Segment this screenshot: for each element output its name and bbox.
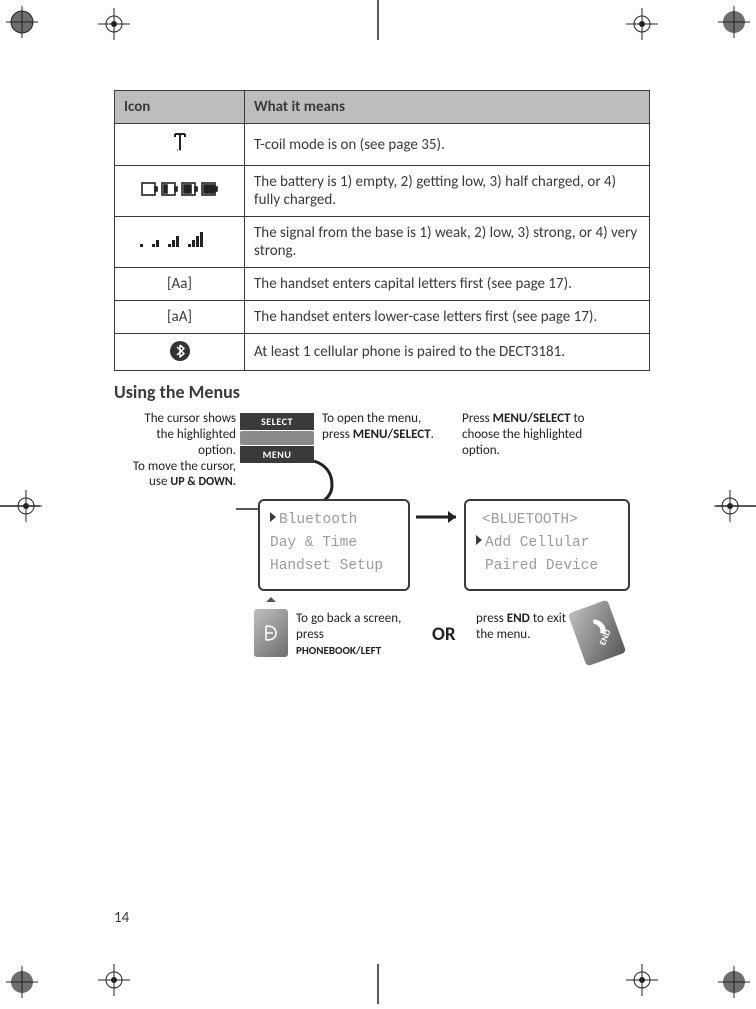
or-text: OR xyxy=(432,623,456,646)
caps-first-desc: The handset enters capital letters first… xyxy=(245,268,650,301)
exit-menu-caption: press END to exit the menu. xyxy=(476,611,568,643)
using-menus-heading: Using the Menus xyxy=(114,381,650,403)
menu-screen-1: Bluetooth Day & Time Handset Setup xyxy=(258,499,410,591)
table-header-row: Icon What it means xyxy=(115,91,650,124)
bluetooth-icon xyxy=(115,334,245,371)
menu-item: Add Cellular xyxy=(485,535,589,551)
battery-icon xyxy=(115,166,245,217)
table-row: T-coil mode is on (see page 35). xyxy=(115,124,650,166)
menu-item: Paired Device xyxy=(476,555,618,578)
table-row: [aA] The handset enters lower-case lette… xyxy=(115,301,650,334)
battery-desc: The battery is 1) empty, 2) getting low,… xyxy=(245,166,650,217)
tcoil-icon xyxy=(115,124,245,166)
table-row: At least 1 cellular phone is paired to t… xyxy=(115,334,650,371)
menu-item: Day & Time xyxy=(270,532,398,555)
caps-first-icon: [Aa] xyxy=(115,268,245,301)
menu-title: <BLUETOOTH> xyxy=(476,509,618,532)
bluetooth-desc: At least 1 cellular phone is paired to t… xyxy=(245,334,650,371)
open-menu-caption: To open the menu, press MENU/SELECT. xyxy=(322,411,442,443)
menu-screen-2: <BLUETOOTH> Add Cellular Paired Device xyxy=(464,499,630,591)
choose-option-caption: Press MENU/SELECT to choose the highligh… xyxy=(462,411,612,459)
menu-item: Handset Setup xyxy=(270,555,398,578)
end-key: END xyxy=(568,600,627,667)
lower-first-desc: The handset enters lower-case letters fi… xyxy=(245,301,650,334)
select-key-label: SELECT xyxy=(240,413,314,430)
header-meaning: What it means xyxy=(245,91,650,124)
menu-item: Bluetooth xyxy=(279,512,357,528)
page-number: 14 xyxy=(114,909,129,927)
signal-desc: The signal from the base is 1) weak, 2) … xyxy=(245,217,650,268)
signal-icon xyxy=(115,217,245,268)
table-row: The signal from the base is 1) weak, 2) … xyxy=(115,217,650,268)
cursor-caption: The cursor shows the highlighted option.… xyxy=(130,411,236,490)
header-icon: Icon xyxy=(115,91,245,124)
go-back-caption: To go back a screen, press PHONEBOOK/LEF… xyxy=(296,611,428,659)
icon-meanings-table: Icon What it means T-coil mode is on (se… xyxy=(114,90,650,371)
table-row: The battery is 1) empty, 2) getting low,… xyxy=(115,166,650,217)
table-row: [Aa] The handset enters capital letters … xyxy=(115,268,650,301)
tcoil-desc: T-coil mode is on (see page 35). xyxy=(245,124,650,166)
lower-first-icon: [aA] xyxy=(115,301,245,334)
phonebook-left-key xyxy=(254,609,288,657)
menu-diagram: SELECT MENU To open the menu, press MENU… xyxy=(130,411,650,711)
select-menu-key: SELECT MENU xyxy=(240,413,314,463)
